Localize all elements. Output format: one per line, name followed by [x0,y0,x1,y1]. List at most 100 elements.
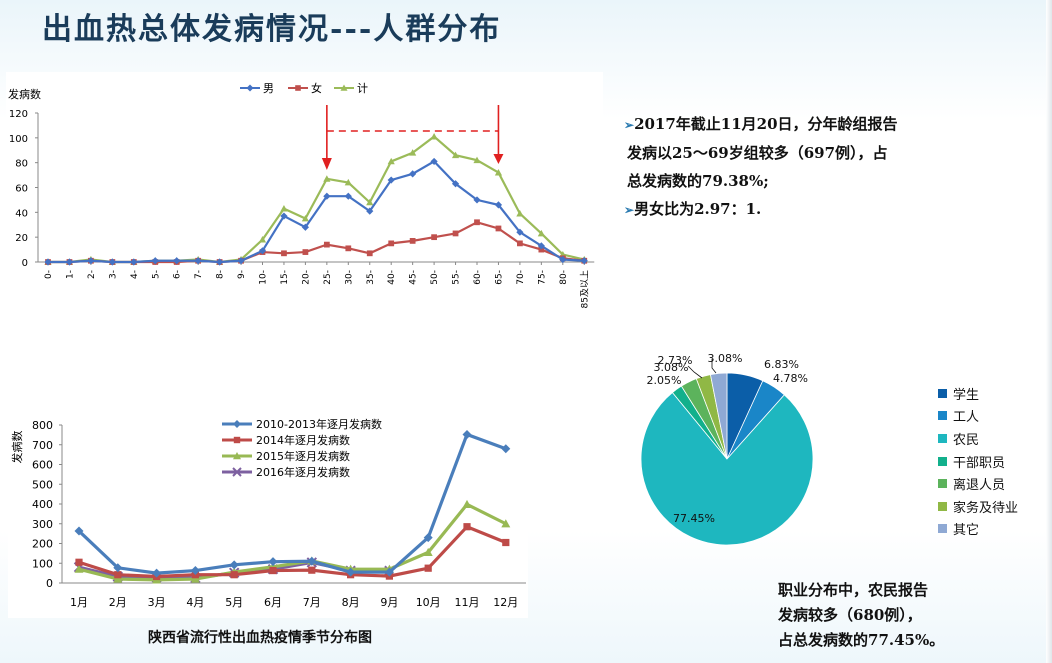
age-data-point [580,257,588,265]
season-x-tick-label: 4月 [186,596,204,609]
pie-value-label: 77.45% [673,512,715,525]
age-x-tick-label: 65- [494,270,504,285]
age-y-axis-title: 发病数 [8,87,41,101]
age-data-point [494,201,503,209]
age-data-point [517,240,523,247]
season-data-point [463,523,471,531]
age-x-tick-label: 30- [344,270,354,285]
occupation-text-line1: 职业分布中，农民报告 [778,581,929,599]
age-data-point [216,258,224,266]
season-x-tick-label: 11月 [455,596,480,609]
pie-legend-label: 干部职员 [953,455,1006,471]
pie-slice [640,391,814,546]
pie-value-label: 3.08% [654,361,689,374]
season-legend-label: 2015年逐月发病数 [256,449,350,463]
occupation-summary-text: 职业分布中，农民报告 发病较多（680例）， 占总发病数的77.45%。 [778,578,944,653]
age-data-point [194,257,202,265]
age-data-point [301,223,309,231]
age-data-point [451,180,460,188]
pie-value-label: 2.05% [647,374,682,387]
age-legend-label: 男 [263,82,274,95]
age-data-point [516,209,524,217]
season-data-point [152,568,162,578]
season-x-tick-label: 2月 [109,596,127,609]
age-legend-marker [295,85,301,91]
season-y-tick-label: 300 [32,518,53,531]
season-y-tick-label: 700 [32,439,53,452]
legend-swatch [938,411,947,421]
age-data-point [280,212,288,220]
age-x-tick-label: 60- [473,270,483,285]
season-data-point [424,564,432,572]
pie-slice [709,372,728,460]
season-y-tick-label: 0 [46,577,53,590]
age-data-point [430,157,438,166]
pie-legend-item: 工人 [938,405,1018,428]
age-data-point [431,234,437,241]
age-data-point [537,229,545,237]
pie-value-label: 2.73% [658,354,693,367]
season-series-line [78,524,507,579]
age-y-tick-label: 0 [22,258,28,269]
pie-legend-label: 工人 [953,410,980,426]
age-x-tick-label: 25- [323,270,333,285]
age-data-point [516,228,524,236]
season-x-tick-label: 8月 [342,596,360,609]
pie-legend-label: 离退人员 [953,478,1006,494]
season-legend-marker [233,452,241,460]
age-range-arrowhead-right [493,154,504,164]
pie-legend-label: 农民 [953,432,980,448]
age-x-tick-label: 35- [366,270,376,285]
age-text-line4: 男女比为2.97：1. [634,200,762,218]
pie-value-label: 3.08% [708,352,743,365]
season-data-point [423,547,433,556]
season-legend-label: 2016年逐月发病数 [256,465,350,479]
pie-value-label: 6.83% [764,358,799,371]
age-x-tick-label: 70- [516,270,526,285]
season-data-point [307,556,317,566]
age-summary-line: 发病以25～69岁组较多（697例），占 [624,139,898,167]
pie-legend-item: 家务及待业 [938,495,1018,518]
page-title: 出血热总体发病情况---人群分布 [42,12,502,47]
pie-legend-item: 学生 [938,382,1018,405]
season-data-point [75,558,83,566]
age-data-point [473,156,481,164]
age-data-point [495,225,502,232]
season-data-point [114,571,122,579]
age-data-point [258,247,267,255]
season-data-point [230,571,238,579]
age-summary-text: ➢2017年截止11月20日，分年龄组报告 发病以25～69岁组较多（697例）… [624,110,898,224]
age-data-point [151,257,159,265]
season-data-point [74,526,84,536]
season-data-point [423,533,433,543]
season-x-tick-label: 9月 [380,596,398,609]
legend-swatch [938,524,947,534]
age-data-point [451,151,460,159]
age-x-tick-label: 80- [559,270,569,285]
legend-swatch [938,501,947,511]
pie-legend-label: 家务及待业 [953,500,1019,516]
age-x-tick-label: 8- [216,270,226,279]
age-data-point [473,196,481,204]
season-data-point [190,566,200,576]
season-data-point [190,574,200,583]
season-data-point [113,574,123,583]
pie-legend: 学生 工人 农民 干部职员 离退人员 家务及待业 其它 [938,382,1018,540]
season-data-point [462,429,472,439]
pie-legend-label: 学生 [953,387,980,403]
slide-edge [1046,0,1052,663]
legend-swatch [938,479,947,489]
pie-value-label: 4.78% [773,372,808,385]
age-data-point [474,219,480,226]
age-data-point [345,245,352,252]
season-x-tick-label: 12月 [493,596,518,609]
age-data-point [65,258,74,266]
age-data-point [388,240,395,247]
season-x-tick-label: 6月 [264,596,282,609]
season-x-tick-label: 1月 [70,596,88,609]
age-data-point [130,258,138,266]
season-data-point [501,519,511,528]
age-y-tick-label: 40 [15,208,28,219]
age-data-point [430,132,438,140]
